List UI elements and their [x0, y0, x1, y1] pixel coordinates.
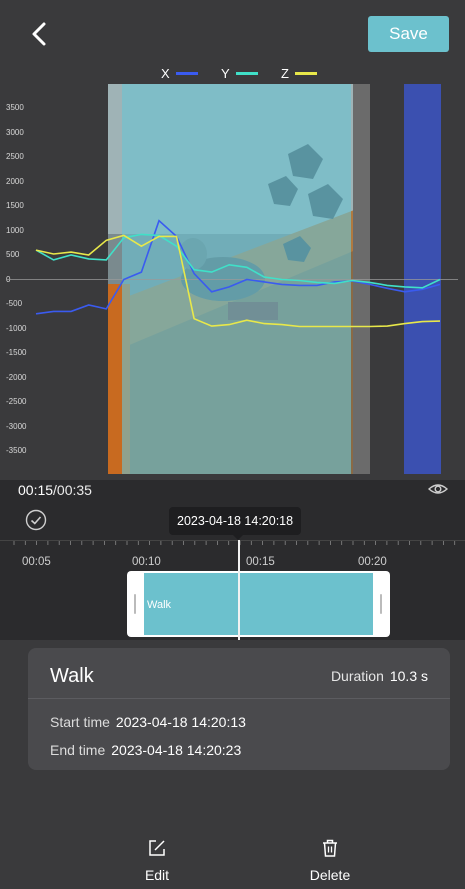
- legend-item-y: Y: [221, 66, 258, 81]
- activity-card: Walk Duration 10.3 s Start time 2023-04-18…: [28, 648, 450, 770]
- edit-button[interactable]: Edit: [122, 838, 192, 886]
- timeline-ticks: [13, 541, 456, 545]
- activity-title: Walk: [50, 665, 94, 687]
- legend-item-x: X: [161, 66, 198, 81]
- chart-legend: X Y Z: [0, 64, 465, 84]
- total-time: /00:35: [53, 482, 92, 498]
- check-circle-icon: [25, 509, 47, 531]
- chevron-left-icon: [32, 22, 46, 46]
- segment-fill: [144, 573, 373, 635]
- y-tick-label: 2500: [6, 152, 24, 161]
- sensor-line-chart: [6, 219, 458, 328]
- activity-segment[interactable]: Walk: [127, 571, 390, 637]
- legend-swatch: [175, 72, 198, 75]
- trash-icon: [323, 839, 337, 857]
- timeline-label: 00:05: [22, 556, 51, 568]
- confirm-button[interactable]: [25, 509, 47, 531]
- series-line-x: [35, 219, 441, 315]
- legend-label: Y: [221, 66, 230, 81]
- edit-label: Edit: [144, 867, 170, 883]
- legend-label: X: [161, 66, 170, 81]
- end-time-row: End time 2023-04-18 14:20:23: [50, 742, 241, 758]
- y-tick-label: -500: [6, 299, 23, 308]
- timeline-track[interactable]: 00:05 00:10 00:15 00:20 Walk: [0, 540, 465, 640]
- legend-swatch: [294, 72, 317, 75]
- tooltip-pointer: [232, 534, 244, 540]
- y-tick-label: -1000: [6, 323, 27, 333]
- delete-label: Delete: [309, 867, 351, 883]
- bottom-action-bar: Edit Delete: [0, 830, 465, 889]
- visibility-toggle[interactable]: [427, 480, 449, 498]
- segment-label: Walk: [147, 599, 172, 611]
- y-tick-label: -2000: [6, 372, 27, 382]
- delete-button[interactable]: Delete: [295, 838, 365, 886]
- timeline-label: 00:10: [132, 556, 161, 568]
- y-tick-label: -3500: [6, 446, 27, 455]
- y-tick-label: 2000: [6, 176, 24, 186]
- activity-highlight-overlay: [122, 84, 351, 474]
- end-time-label: End time: [50, 742, 106, 758]
- start-time-label: Start time: [50, 714, 110, 730]
- eye-icon: [427, 484, 449, 494]
- start-time-row: Start time 2023-04-18 14:20:13: [50, 714, 246, 730]
- series-line-z: [35, 234, 441, 328]
- segment-start-handle[interactable]: [134, 594, 136, 614]
- y-tick-label: 1500: [6, 201, 24, 210]
- playback-time: 00:15/00:35: [18, 482, 92, 498]
- start-time-value: 2023-04-18 14:20:13: [115, 714, 246, 730]
- legend-item-z: Z: [281, 66, 317, 81]
- duration-value: 10.3 s: [389, 668, 428, 684]
- y-tick-label: 500: [6, 250, 20, 259]
- segment-end-handle[interactable]: [380, 594, 382, 614]
- back-button[interactable]: [22, 18, 56, 52]
- y-tick-label: 3500: [6, 103, 24, 112]
- current-time: 00:15: [18, 482, 54, 498]
- y-tick-label: -2500: [6, 397, 27, 406]
- y-tick-label: -1500: [6, 348, 27, 357]
- timeline-label: 00:15: [246, 556, 275, 568]
- y-tick-label: 1000: [6, 225, 24, 235]
- y-tick-label: -3000: [6, 421, 27, 431]
- y-tick-label: 0: [6, 274, 11, 284]
- activity-duration: Duration 10.3 s: [331, 668, 428, 684]
- timestamp-tooltip: 2023-04-18 14:20:18: [169, 507, 302, 535]
- playhead[interactable]: [238, 540, 240, 640]
- edit-icon: [149, 840, 165, 856]
- y-tick-label: 3000: [6, 127, 24, 137]
- card-divider: [28, 698, 450, 699]
- end-time-value: 2023-04-18 14:20:23: [111, 742, 242, 758]
- legend-swatch: [235, 72, 258, 75]
- duration-label: Duration: [330, 668, 384, 684]
- activity-indicator-bar: [404, 84, 441, 474]
- timeline-label: 00:20: [358, 556, 387, 568]
- save-button[interactable]: Save: [368, 16, 449, 52]
- legend-label: Z: [281, 66, 289, 81]
- series-line-y: [35, 233, 441, 289]
